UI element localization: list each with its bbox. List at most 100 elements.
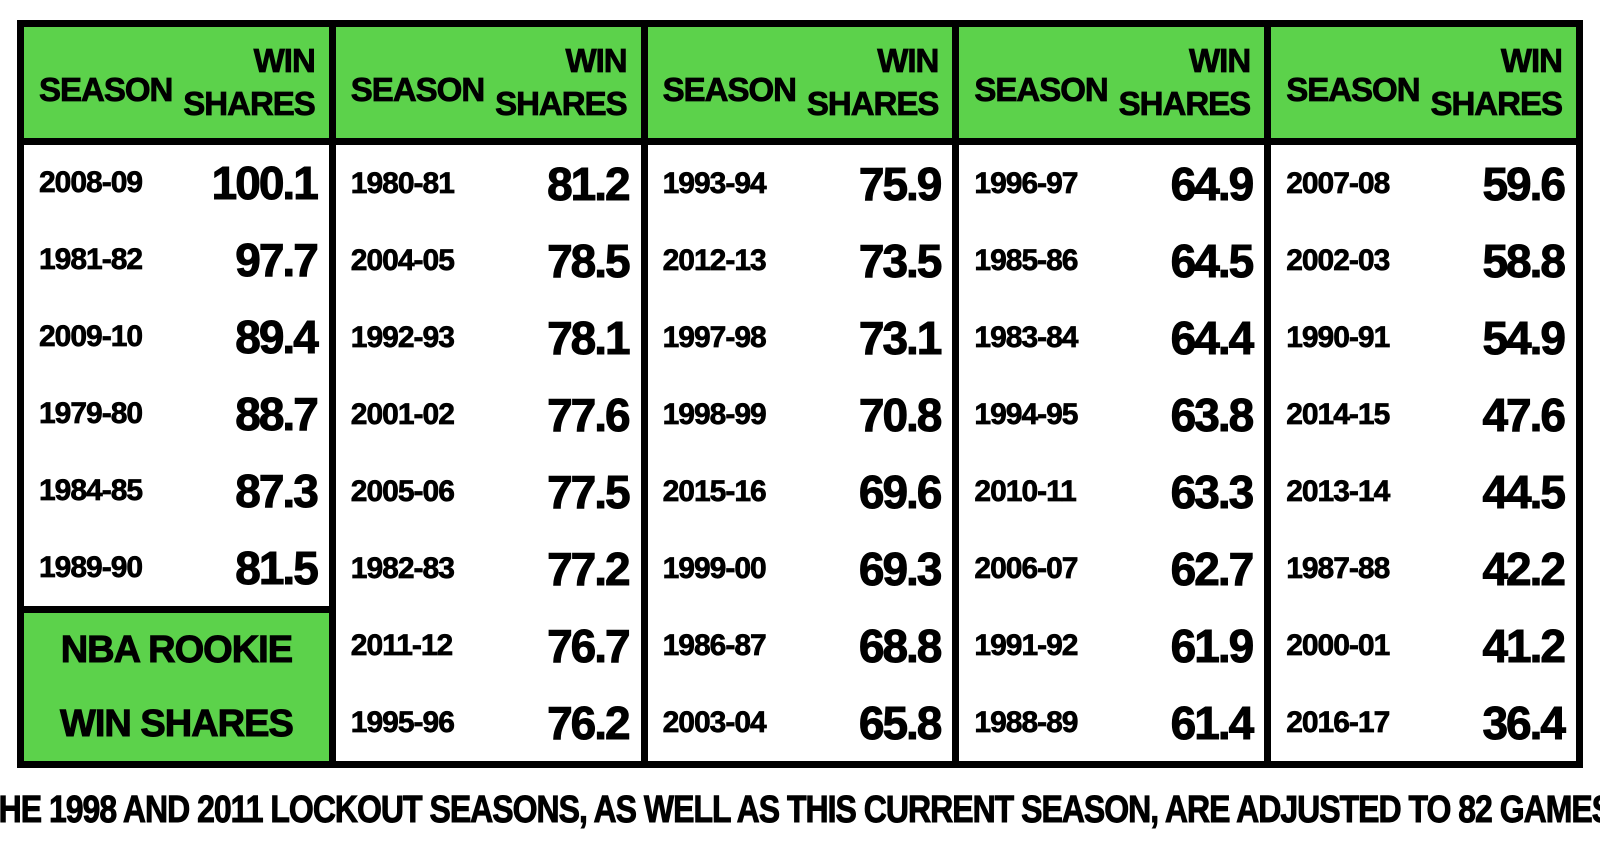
season-cell: 2002-03 [1286, 243, 1391, 277]
table-row: 1999-00 69.3 [648, 530, 953, 607]
season-cell: 1991-92 [974, 628, 1079, 662]
season-cell: 1999-00 [662, 551, 767, 585]
season-cell: 2000-01 [1286, 628, 1391, 662]
season-cell: 1996-97 [974, 166, 1079, 200]
table-row: 2008-09 100.1 [24, 145, 329, 222]
season-cell: 2001-02 [350, 397, 455, 431]
win-shares-cell: 36.4 [1482, 696, 1567, 749]
season-cell: 1979-80 [39, 396, 144, 431]
title-line-1: NBA ROOKIE [60, 628, 293, 671]
win-shares-header-label: WIN SHARES [183, 40, 316, 124]
win-shares-cell: 76.7 [547, 619, 632, 672]
season-header-label: SEASON [350, 70, 485, 108]
win-shares-cell: 41.2 [1482, 619, 1567, 672]
season-cell: 2004-05 [350, 243, 455, 277]
table-row: 2010-11 63.3 [959, 453, 1264, 530]
win-shares-cell: 58.8 [1482, 234, 1567, 287]
season-cell: 2012-13 [662, 243, 767, 277]
table-row: 1996-97 64.9 [959, 145, 1264, 222]
win-header-line: WIN [565, 42, 628, 80]
column-rows: 1996-97 64.9 1985-86 64.5 1983-84 64.4 1… [959, 145, 1264, 761]
win-shares-cell: 47.6 [1482, 388, 1567, 441]
season-cell: 1990-91 [1286, 320, 1391, 354]
season-cell: 2006-07 [974, 551, 1079, 585]
footnote: THE 1998 AND 2011 LOCKOUT SEASONS, AS WE… [0, 768, 1600, 850]
win-shares-cell: 64.4 [1170, 311, 1255, 364]
shares-header-line: SHARES [1118, 84, 1251, 122]
shares-header-line: SHARES [183, 84, 316, 122]
win-shares-cell: 61.4 [1170, 696, 1255, 749]
season-cell: 1992-93 [350, 320, 455, 354]
season-header-label: SEASON [39, 70, 174, 108]
table-row: 1989-90 81.5 [24, 529, 329, 606]
table-row: 2016-17 36.4 [1271, 684, 1576, 761]
win-shares-cell: 78.1 [547, 311, 632, 364]
table-row: 2012-13 73.5 [648, 222, 953, 299]
column-header: SEASON WIN SHARES [647, 27, 953, 145]
title-line-2: WIN SHARES [60, 702, 295, 745]
win-shares-cell: 87.3 [235, 464, 320, 517]
season-cell: 1980-81 [350, 166, 455, 200]
table-row: 1984-85 87.3 [24, 452, 329, 529]
table-row: 1985-86 64.5 [959, 222, 1264, 299]
win-header-line: WIN [877, 42, 940, 80]
table-row: 2000-01 41.2 [1271, 607, 1576, 684]
season-cell: 2008-09 [39, 166, 144, 200]
win-shares-cell: 77.5 [547, 465, 632, 518]
table-row: 1988-89 61.4 [959, 684, 1264, 761]
season-cell: 2015-16 [662, 474, 767, 508]
win-shares-cell: 88.7 [235, 387, 320, 440]
win-shares-header-label: WIN SHARES [1430, 40, 1563, 124]
season-cell: 1998-99 [662, 397, 767, 431]
win-shares-cell: 44.5 [1482, 465, 1567, 518]
column-rows: 2008-09 100.1 1981-82 97.7 2009-10 89.4 … [24, 145, 329, 606]
season-cell: 1988-89 [974, 705, 1079, 739]
win-shares-cell: 78.5 [547, 234, 632, 287]
win-shares-cell: 76.2 [547, 696, 632, 749]
season-cell: 1984-85 [39, 473, 144, 507]
column-rows: 1980-81 81.2 2004-05 78.5 1992-93 78.1 2… [336, 145, 641, 761]
season-header-label: SEASON [974, 70, 1109, 108]
win-shares-cell: 77.2 [547, 542, 632, 595]
season-cell: 1983-84 [974, 320, 1079, 354]
table-row: 2006-07 62.7 [959, 530, 1264, 607]
season-cell: 1986-87 [662, 628, 767, 662]
season-cell: 2007-08 [1286, 166, 1391, 200]
season-cell: 2013-14 [1286, 474, 1391, 508]
table-row: 2003-04 65.8 [648, 684, 953, 761]
season-cell: 1981-82 [39, 243, 144, 277]
season-header-label: SEASON [662, 70, 797, 108]
table-row: 1983-84 64.4 [959, 299, 1264, 376]
table-row: 2007-08 59.6 [1271, 145, 1576, 222]
table-row: 2009-10 89.4 [24, 299, 329, 376]
season-cell: 2010-11 [974, 474, 1077, 508]
table-column-2: SEASON WIN SHARES 1980-81 81.2 2004-05 7… [328, 27, 641, 761]
win-shares-cell: 77.6 [547, 388, 632, 441]
table-row: 1997-98 73.1 [648, 299, 953, 376]
column-header: SEASON WIN SHARES [335, 27, 641, 145]
season-cell: 2005-06 [350, 474, 455, 508]
win-shares-cell: 64.9 [1170, 157, 1255, 210]
win-shares-table: SEASON WIN SHARES 2008-09 100.1 1981-82 … [17, 20, 1583, 768]
win-shares-cell: 64.5 [1170, 234, 1255, 287]
season-cell: 1985-86 [974, 243, 1079, 277]
win-shares-cell: 97.7 [235, 234, 320, 287]
column-header: SEASON WIN SHARES [24, 27, 329, 145]
season-cell: 1987-88 [1286, 551, 1391, 585]
win-shares-header-label: WIN SHARES [495, 40, 628, 124]
table-row: 1991-92 61.9 [959, 607, 1264, 684]
shares-header-line: SHARES [495, 84, 628, 122]
win-shares-cell: 42.2 [1482, 542, 1567, 595]
season-cell: 1989-90 [39, 550, 144, 584]
win-shares-cell: 68.8 [858, 619, 943, 672]
table-row: 2013-14 44.5 [1271, 453, 1576, 530]
table-row: 2011-12 76.7 [336, 607, 641, 684]
win-shares-cell: 81.5 [235, 541, 320, 594]
table-row: 1979-80 88.7 [24, 375, 329, 452]
win-shares-cell: 75.9 [858, 157, 943, 210]
season-header-label: SEASON [1286, 70, 1421, 108]
win-shares-cell: 59.6 [1482, 157, 1567, 210]
win-shares-cell: 81.2 [547, 157, 632, 210]
column-rows: 1993-94 75.9 2012-13 73.5 1997-98 73.1 1… [648, 145, 953, 761]
win-shares-cell: 69.3 [858, 542, 943, 595]
